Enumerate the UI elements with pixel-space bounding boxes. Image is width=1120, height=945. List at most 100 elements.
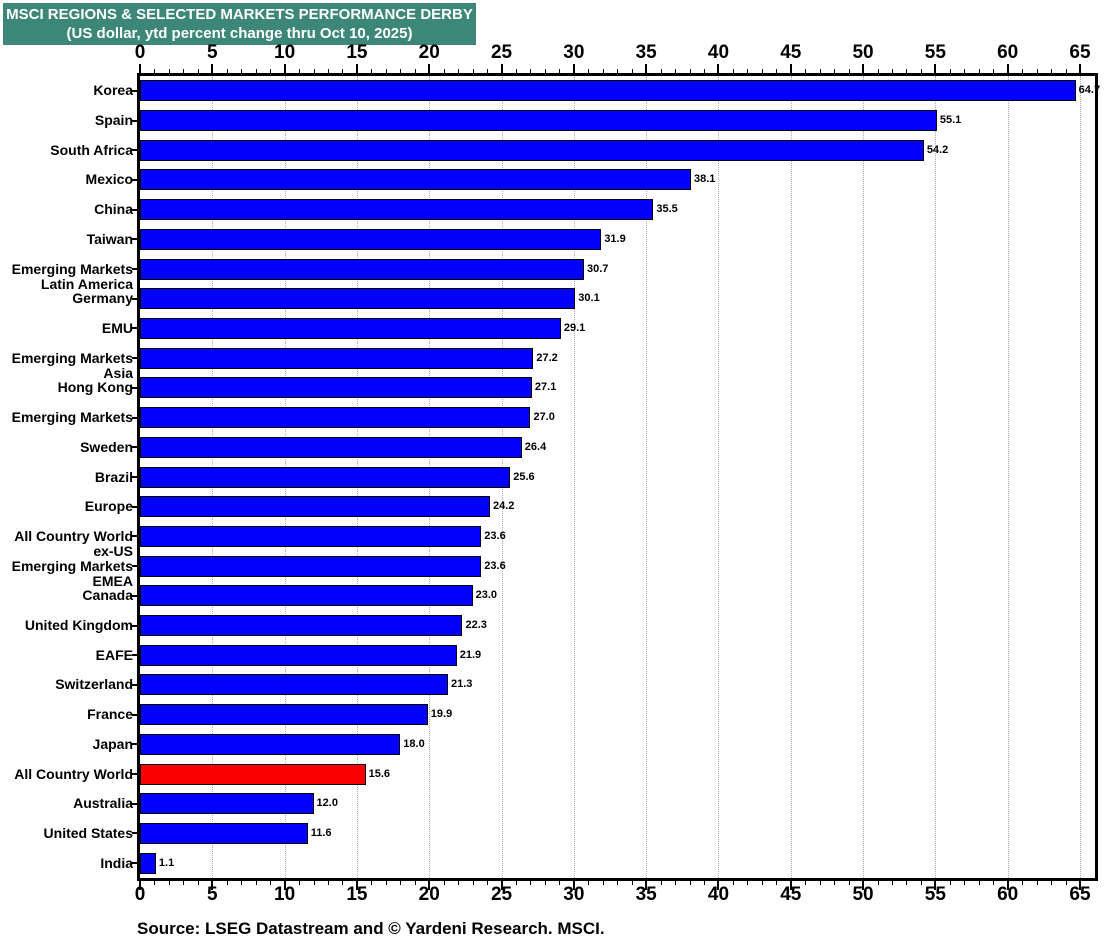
x-tick-label: 40 [707, 42, 730, 63]
major-tick-top [283, 64, 286, 73]
x-tick-label: 20 [418, 42, 440, 63]
bar [140, 436, 522, 458]
gridline [863, 76, 865, 878]
category-label-line: Taiwan [86, 230, 133, 247]
category-label: EAFE [0, 646, 133, 663]
x-tick-label: 60 [997, 884, 1019, 905]
x-tick-label: 40 [707, 884, 730, 905]
major-tick-bottom [717, 881, 720, 890]
minor-tick-bottom [197, 881, 199, 885]
major-tick-bottom [211, 881, 214, 890]
bar-value-label: 29.1 [563, 321, 586, 334]
x-tick-label: 5 [207, 884, 218, 905]
minor-tick-top [892, 69, 893, 73]
category-label: EMU [0, 320, 133, 336]
category-label-line: Hong Kong [57, 379, 133, 396]
bar [140, 80, 1076, 102]
category-tick [132, 416, 137, 419]
x-tick-label: 35 [635, 42, 657, 63]
major-tick-bottom [500, 881, 503, 890]
minor-tick-bottom [704, 881, 705, 885]
bar [140, 169, 691, 191]
category-tick [132, 178, 137, 181]
category-tick [132, 683, 137, 686]
x-tick-label: 0 [134, 884, 146, 905]
category-tick [132, 386, 137, 389]
category-label: Mexico [0, 172, 133, 187]
minor-tick-top [1065, 69, 1067, 73]
minor-tick-top [834, 69, 836, 73]
major-tick-top [355, 64, 358, 73]
category-label-line: Korea [93, 82, 133, 99]
bar [140, 525, 482, 547]
gridline [573, 76, 575, 878]
category-label: Germany [0, 291, 133, 306]
minor-tick-top [761, 69, 763, 73]
category-label: India [0, 855, 133, 871]
category-tick [132, 149, 137, 152]
category-tick [132, 357, 137, 360]
bar-value-label: 64.7 [1078, 84, 1101, 97]
major-tick-bottom [862, 881, 865, 890]
x-tick-label: 25 [490, 884, 513, 905]
category-tick [132, 268, 137, 271]
minor-tick-bottom [226, 881, 228, 885]
x-tick-label: 15 [346, 42, 368, 63]
minor-tick-bottom [1022, 881, 1024, 885]
minor-tick-bottom [949, 881, 951, 885]
minor-tick-top [168, 69, 170, 73]
minor-tick-bottom [732, 881, 734, 885]
x-tick-label: 55 [924, 42, 946, 63]
minor-tick-top [342, 69, 344, 73]
minor-tick-top [385, 69, 387, 73]
bar-value-label: 54.2 [926, 143, 949, 156]
minor-tick-top [805, 69, 807, 73]
minor-tick-top [255, 69, 257, 73]
minor-tick-bottom [588, 881, 590, 885]
category-label: United States [0, 825, 133, 841]
major-tick-top [500, 64, 503, 73]
bar [140, 585, 473, 607]
minor-tick-bottom [241, 881, 243, 885]
minor-tick-bottom [877, 881, 879, 885]
bar-value-label: 25.6 [513, 470, 535, 483]
bar-value-label: 27.0 [533, 411, 555, 424]
category-label: Emerging Markets [0, 410, 133, 425]
bar [140, 199, 654, 221]
minor-tick-bottom [458, 881, 460, 885]
minor-tick-top [400, 69, 402, 73]
category-tick [132, 476, 137, 478]
x-tick-label: 30 [563, 884, 585, 905]
bar-value-label: 22.3 [465, 619, 487, 632]
category-tick [132, 446, 137, 449]
minor-tick-bottom [617, 881, 619, 885]
category-label-line: ex-US [93, 542, 133, 559]
major-tick-top [717, 64, 720, 73]
minor-tick-bottom [342, 881, 344, 885]
category-tick [132, 654, 137, 657]
category-tick [132, 535, 137, 538]
minor-tick-bottom [776, 881, 778, 885]
minor-tick-bottom [834, 881, 836, 885]
minor-tick-bottom [993, 881, 995, 885]
major-tick-bottom [283, 881, 286, 890]
gridline [935, 76, 937, 878]
major-tick-bottom [428, 881, 431, 890]
minor-tick-top [197, 69, 199, 73]
minor-tick-top [993, 69, 995, 73]
bar-value-label: 38.1 [693, 173, 716, 186]
category-label: Switzerland [0, 677, 133, 692]
category-label: Emerging Markets EMEA [0, 558, 133, 589]
category-label-line: EMEA [92, 572, 133, 589]
category-label-line: EAFE [95, 646, 133, 663]
minor-tick-top [704, 69, 705, 73]
bar-value-label: 19.9 [430, 708, 453, 721]
category-label: Brazil [0, 469, 133, 485]
category-label-line: United Kingdom [24, 617, 133, 634]
category-label-line: Europe [84, 498, 133, 515]
bar [140, 793, 314, 815]
major-tick-bottom [355, 881, 358, 890]
x-tick-label: 25 [490, 42, 513, 63]
category-label-line: Mexico [85, 171, 133, 188]
minor-tick-top [414, 69, 416, 73]
